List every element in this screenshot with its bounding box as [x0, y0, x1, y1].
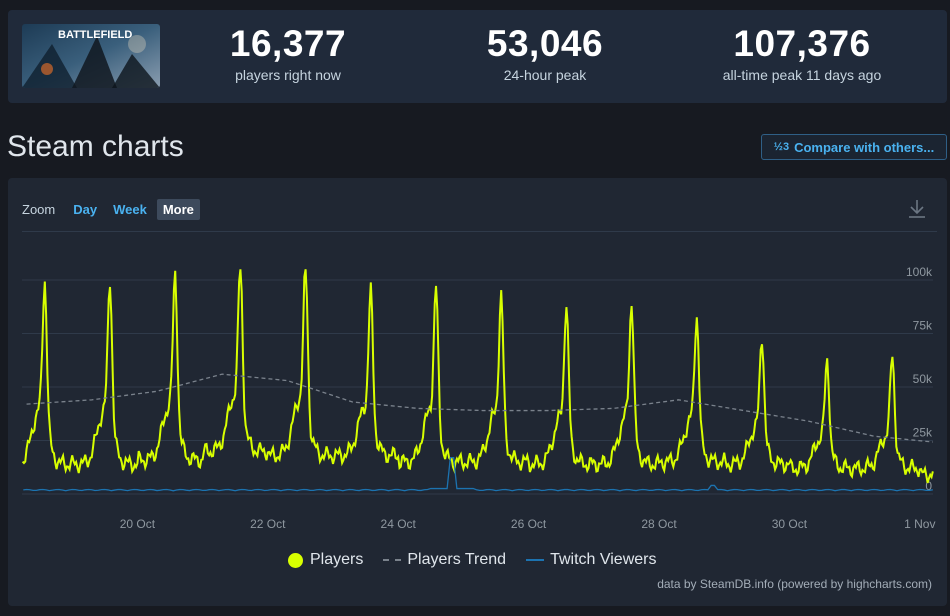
stat-current: 16,377 players right now — [188, 24, 388, 86]
game-logo-text: BATTLEFIELD — [58, 29, 132, 41]
y-tick-label: 25k — [913, 426, 933, 440]
zoom-day-button[interactable]: Day — [73, 202, 98, 217]
trend-legend-marker — [383, 559, 402, 561]
legend-trend[interactable]: Players Trend — [383, 551, 506, 569]
x-tick-label: 30 Oct — [772, 517, 808, 531]
current-players-label: players right now — [235, 67, 341, 83]
twitch-series-line — [23, 456, 933, 492]
players-series-line — [21, 269, 934, 484]
section-title: Steam charts — [7, 130, 184, 163]
x-tick-label: 26 Oct — [511, 517, 547, 531]
y-tick-label: 0 — [925, 479, 932, 493]
y-tick-label: 50k — [913, 372, 933, 386]
legend-players[interactable]: Players — [288, 551, 363, 569]
players-legend-marker — [288, 552, 303, 568]
compare-button-label: Compare with others... — [794, 139, 935, 155]
zoom-week-button[interactable]: Week — [113, 202, 147, 217]
y-tick-label: 75k — [913, 319, 933, 333]
y-tick-label: 100k — [906, 265, 933, 279]
players-chart[interactable]: 0 25k 50k 75k 100k 20 Oct 22 Oct 24 Oct 26 Oct 28… — [8, 178, 947, 548]
peak-24h-label: 24-hour peak — [503, 67, 587, 83]
alltime-peak-value: 107,376 — [733, 23, 871, 64]
fraction-icon: ½3 — [773, 141, 790, 153]
zoom-divider — [22, 231, 937, 232]
legend-players-label: Players — [310, 551, 364, 568]
legend-twitch[interactable]: Twitch Viewers — [526, 551, 656, 569]
zoom-label: Zoom — [22, 202, 56, 217]
stats-bar: BATTLEFIELD 16,377 players right now 53,… — [8, 10, 947, 103]
compare-button[interactable]: ½3 Compare with others... — [761, 134, 947, 160]
legend-trend-label: Players Trend — [407, 551, 507, 568]
download-icon[interactable] — [906, 197, 928, 219]
alltime-peak-label: all-time peak 11 days ago — [722, 67, 882, 83]
x-tick-label: 1 Nov — [904, 517, 935, 531]
x-tick-label: 24 Oct — [381, 517, 417, 531]
current-players-value: 16,377 — [229, 23, 347, 64]
x-tick-label: 22 Oct — [250, 517, 286, 531]
stat-24h-peak: 53,046 24-hour peak — [445, 24, 645, 86]
zoom-more-button[interactable]: More — [156, 199, 200, 220]
trend-series-line — [26, 373, 933, 443]
legend-twitch-label: Twitch Viewers — [550, 551, 657, 568]
chart-panel: Zoom Day Week More 0 25k 50k 75k 100k 20 Oct 2… — [8, 178, 947, 606]
zoom-controls: Zoom Day Week More — [22, 199, 204, 220]
chart-legend: Players Players Trend Twitch Viewers — [288, 551, 676, 569]
twitch-legend-marker — [526, 559, 545, 561]
stat-alltime-peak: 107,376 all-time peak 11 days ago — [702, 24, 902, 86]
x-tick-label: 28 Oct — [641, 517, 677, 531]
chart-credit: data by SteamDB.info (powered by highcha… — [657, 577, 932, 591]
peak-24h-value: 53,046 — [486, 23, 604, 64]
game-thumbnail[interactable]: BATTLEFIELD — [22, 24, 160, 88]
x-tick-label: 20 Oct — [120, 517, 156, 531]
